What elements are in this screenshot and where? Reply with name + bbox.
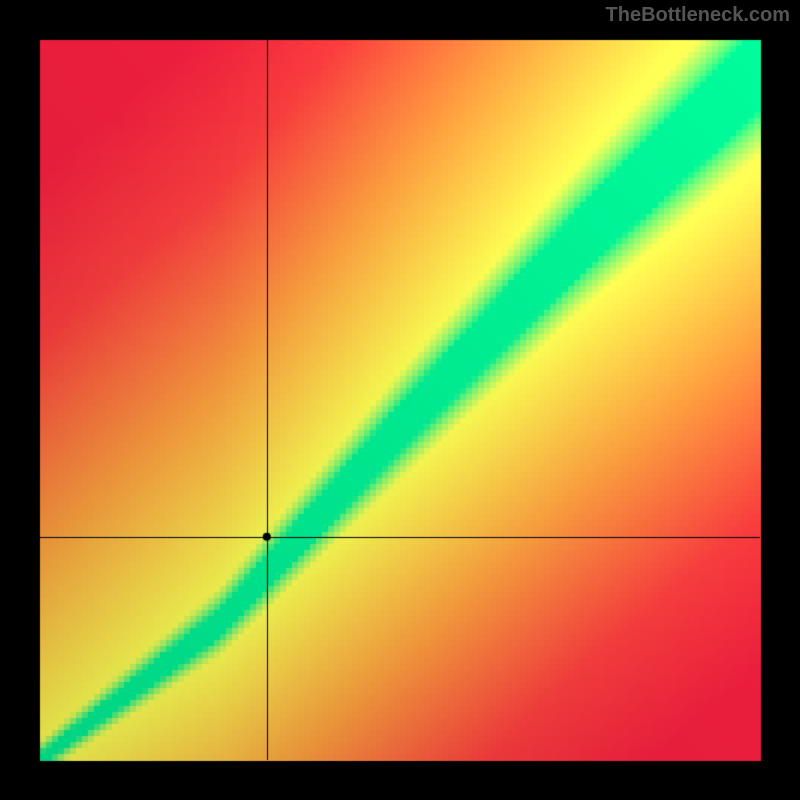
watermark-text: TheBottleneck.com xyxy=(606,4,790,27)
bottleneck-heatmap xyxy=(0,0,800,800)
chart-container: TheBottleneck.com xyxy=(0,0,800,800)
